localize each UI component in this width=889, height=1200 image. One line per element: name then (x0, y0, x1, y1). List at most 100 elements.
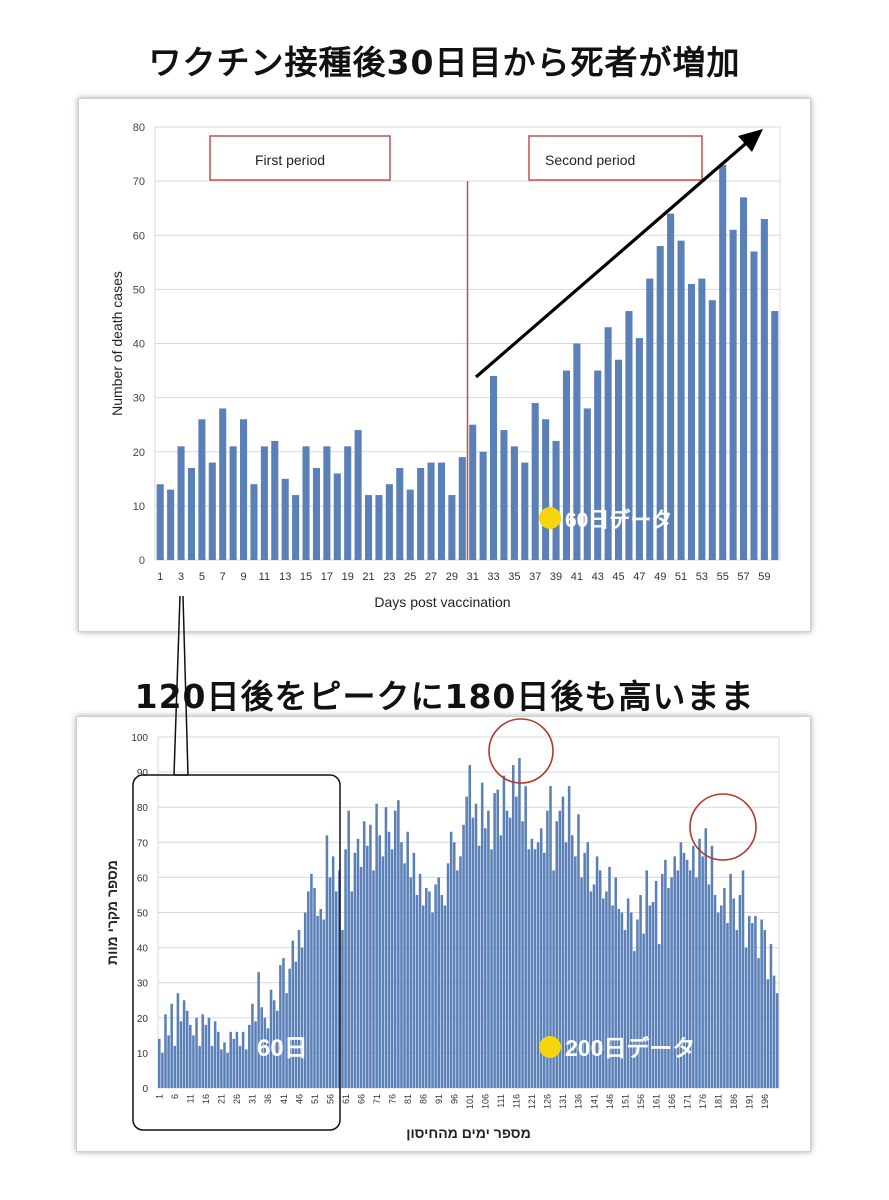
bar (695, 877, 698, 1088)
bar (456, 870, 459, 1088)
bar (400, 842, 403, 1088)
x-tick-label: 176 (698, 1094, 708, 1109)
bar (285, 993, 288, 1088)
bar (176, 993, 180, 1088)
bar (182, 1000, 186, 1088)
bar (573, 343, 581, 560)
second-period-label: Second period (545, 152, 635, 168)
x-tick-label: 31 (248, 1094, 258, 1104)
x-tick-label: 9 (240, 571, 246, 583)
peak-circle-180 (689, 793, 757, 861)
bar (570, 835, 574, 1088)
bar (629, 912, 633, 1088)
x-tick-label: 56 (325, 1094, 335, 1104)
bar (518, 758, 521, 1088)
chart-panel-second: 0 10 20 30 40 50 60 70 80 90 100 1 6 11 16 21 26 31 36 41 46… (76, 716, 811, 1152)
bar (359, 866, 363, 1088)
bar (223, 1042, 226, 1088)
bar (633, 951, 636, 1088)
bar (303, 912, 307, 1088)
bar (272, 1000, 276, 1088)
bar (701, 856, 704, 1088)
bar (763, 930, 767, 1088)
bar (657, 944, 661, 1088)
bar (297, 930, 301, 1088)
x-tick-label: 49 (654, 571, 666, 583)
x-tick-label: 47 (633, 571, 645, 583)
bar (250, 484, 258, 560)
x-axis-label: מספר ימים מהחיסון (406, 1125, 531, 1141)
bar (167, 1035, 170, 1088)
bar (440, 894, 444, 1088)
bar (189, 1024, 192, 1088)
x-tick-label: 33 (487, 571, 499, 583)
bar (344, 849, 347, 1088)
x-tick-label: 25 (404, 571, 416, 583)
peak-circle-120 (488, 718, 554, 784)
bar (316, 916, 319, 1088)
bar (677, 240, 685, 560)
bar (583, 852, 586, 1088)
bar (623, 930, 627, 1088)
bar (760, 919, 763, 1088)
bar (449, 831, 453, 1088)
bar (735, 930, 739, 1088)
bar (496, 789, 499, 1088)
bar (676, 870, 680, 1088)
x-tick-label: 57 (737, 571, 749, 583)
bar (667, 213, 675, 560)
x-tick-label: 16 (201, 1094, 211, 1104)
bar (707, 884, 711, 1088)
x-tick-label: 11 (186, 1094, 196, 1103)
bar (531, 403, 539, 560)
first-period-label: First period (255, 152, 325, 168)
y-tick-label: 60 (133, 230, 145, 242)
bar (226, 1052, 229, 1088)
x-tick-label: 186 (729, 1094, 739, 1109)
bar (459, 856, 462, 1088)
bar (331, 856, 335, 1088)
x-tick-label: 1 (157, 571, 163, 583)
x-tick-label: 51 (310, 1094, 320, 1104)
bar (605, 891, 608, 1088)
bar (747, 916, 751, 1088)
bar (626, 898, 630, 1088)
bar (511, 765, 515, 1088)
bar (244, 1049, 248, 1088)
bar (161, 1052, 164, 1088)
x-tick-label: 156 (636, 1094, 646, 1109)
bar (302, 446, 310, 560)
bar (381, 856, 385, 1088)
y-tick-label: 30 (137, 979, 149, 990)
bar (471, 817, 475, 1088)
bar (415, 894, 419, 1088)
bar (586, 842, 590, 1088)
bar (229, 446, 237, 560)
bar (390, 849, 394, 1088)
bar (524, 786, 527, 1088)
bar (536, 842, 540, 1088)
bar (719, 164, 727, 560)
bar (574, 856, 577, 1088)
bar (465, 796, 468, 1088)
bar (443, 905, 447, 1088)
bar (527, 849, 531, 1088)
x-tick-label: 41 (279, 1094, 289, 1104)
trend-arrow-head (738, 129, 763, 152)
bar (458, 457, 466, 560)
bar (375, 495, 383, 560)
bar (468, 765, 472, 1088)
bar (375, 803, 378, 1088)
y-tick-label: 20 (137, 1014, 149, 1025)
y-tick-label: 0 (139, 555, 145, 567)
bar (723, 887, 726, 1088)
bar (393, 810, 397, 1088)
bar (333, 473, 341, 560)
bar (635, 338, 643, 560)
bar (313, 887, 316, 1088)
y-tick-label: 10 (137, 1049, 149, 1060)
bar (254, 1021, 257, 1088)
bar (235, 1031, 239, 1088)
bar (654, 880, 658, 1088)
bar (769, 944, 773, 1088)
